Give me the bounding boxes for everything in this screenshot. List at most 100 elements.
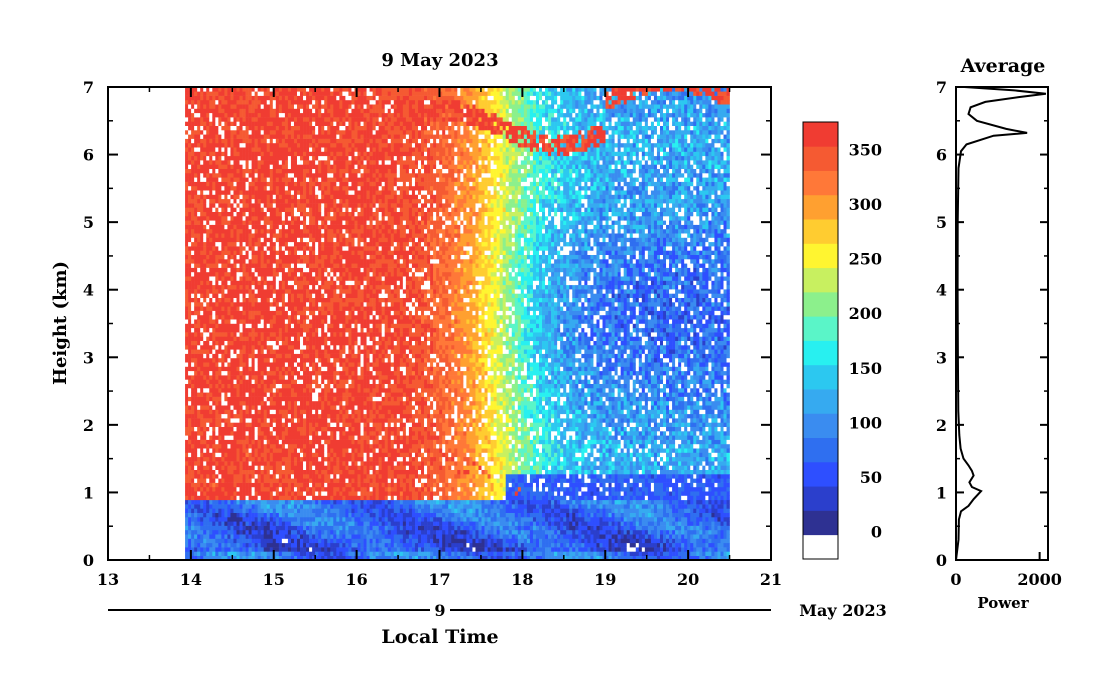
heatmap-cell: [251, 237, 255, 243]
heatmap-cell: [290, 211, 295, 217]
heatmap-cell: [221, 284, 225, 290]
heatmap-cell: [239, 160, 243, 165]
heatmap-cell: [315, 237, 319, 243]
heatmap-cell: [227, 547, 231, 552]
heatmap-cell: [212, 327, 216, 333]
heatmap-cell: [312, 216, 316, 221]
heatmap-cell: [290, 134, 295, 139]
heatmap-cell: [297, 357, 301, 363]
heatmap-cell: [290, 491, 295, 496]
heatmap-cell: [254, 125, 258, 131]
heatmap-cell: [312, 353, 316, 359]
heatmap-cell: [275, 409, 280, 415]
heatmap-cell: [245, 499, 249, 505]
heatmap-cell: [303, 478, 307, 483]
heatmap-cell: [269, 375, 274, 380]
heatmap-cell: [224, 357, 228, 363]
heatmap-cell: [251, 203, 255, 208]
heatmap-cell: [315, 547, 319, 552]
heatmap-cell: [230, 297, 234, 303]
heatmap-cell: [281, 345, 286, 350]
heatmap-cell: [297, 362, 301, 367]
heatmap-cell: [272, 375, 277, 380]
heatmap-cell: [272, 130, 277, 135]
heatmap-cell: [272, 396, 277, 402]
heatmap-cell: [266, 310, 271, 316]
heatmap-cell: [303, 198, 307, 204]
heatmap-cell: [260, 379, 265, 384]
heatmap-cell: [197, 547, 201, 552]
heatmap-cell: [266, 396, 271, 402]
heatmap-cell: [197, 495, 201, 501]
heatmap-cell: [300, 362, 304, 367]
heatmap-cell: [260, 95, 265, 101]
heatmap-cell: [275, 448, 280, 453]
heatmap-cell: [203, 431, 207, 436]
heatmap-cell: [185, 435, 189, 440]
heatmap-cell: [303, 147, 307, 152]
heatmap-cell: [188, 349, 192, 354]
heatmap-cell: [227, 362, 231, 367]
heatmap-cell: [321, 478, 325, 483]
heatmap-cell: [297, 125, 301, 131]
heatmap-cell: [188, 508, 192, 513]
heatmap-cell: [242, 95, 246, 101]
heatmap-cell: [284, 125, 289, 131]
heatmap-cell: [269, 555, 274, 561]
heatmap-cell: [275, 142, 280, 148]
heatmap-cell: [309, 491, 313, 496]
heatmap-cell: [272, 151, 277, 157]
heatmap-cell: [303, 340, 307, 346]
heatmap-cell: [318, 431, 322, 436]
heatmap-cell: [230, 112, 234, 118]
heatmap-cell: [257, 547, 261, 552]
heatmap-cell: [200, 482, 204, 488]
heatmap-cell: [236, 529, 240, 535]
heatmap-cell: [260, 517, 265, 522]
heatmap-cell: [309, 173, 313, 178]
heatmap-cell: [257, 125, 261, 131]
heatmap-cell: [233, 147, 237, 152]
heatmap-cell: [318, 400, 322, 406]
heatmap-cell: [306, 134, 310, 139]
heatmap-cell: [257, 302, 261, 307]
heatmap-cell: [297, 164, 301, 169]
heatmap-cell: [236, 284, 240, 290]
heatmap-cell: [287, 87, 292, 92]
heatmap-cell: [248, 499, 252, 505]
heatmap-cell: [284, 284, 289, 290]
heatmap-cell: [191, 456, 195, 462]
heatmap-cell: [224, 542, 228, 548]
heatmap-cell: [263, 306, 268, 311]
heatmap-cell: [206, 181, 210, 187]
heatmap-cell: [200, 396, 204, 402]
heatmap-cell: [312, 379, 316, 384]
heatmap-cell: [318, 379, 322, 384]
heatmap-cell: [245, 392, 249, 397]
heatmap-cell: [272, 521, 277, 526]
heatmap-cell: [212, 168, 216, 174]
heatmap-cell: [212, 482, 216, 488]
heatmap-cell: [306, 469, 310, 475]
heatmap-cell: [227, 198, 231, 204]
heatmap-cell: [233, 542, 237, 548]
heatmap-cell: [206, 370, 210, 376]
heatmap-cell: [321, 452, 325, 458]
heatmap-cell: [272, 125, 277, 131]
heatmap-cell: [300, 529, 304, 535]
heatmap-cell: [293, 164, 298, 169]
heatmap-cell: [185, 271, 189, 277]
heatmap-cell: [230, 422, 234, 427]
heatmap-cell: [242, 375, 246, 380]
heatmap-cell: [275, 224, 280, 230]
heatmap-cell: [306, 443, 310, 449]
heatmap-cell: [318, 353, 322, 359]
heatmap-cell: [194, 547, 198, 552]
heatmap-cell: [284, 542, 289, 548]
heatmap-cell: [306, 177, 310, 182]
heatmap-cell: [309, 112, 313, 118]
heatmap-cell: [290, 366, 295, 372]
heatmap-cell: [254, 555, 258, 561]
heatmap-cell: [312, 534, 316, 539]
heatmap-cell: [230, 319, 234, 324]
